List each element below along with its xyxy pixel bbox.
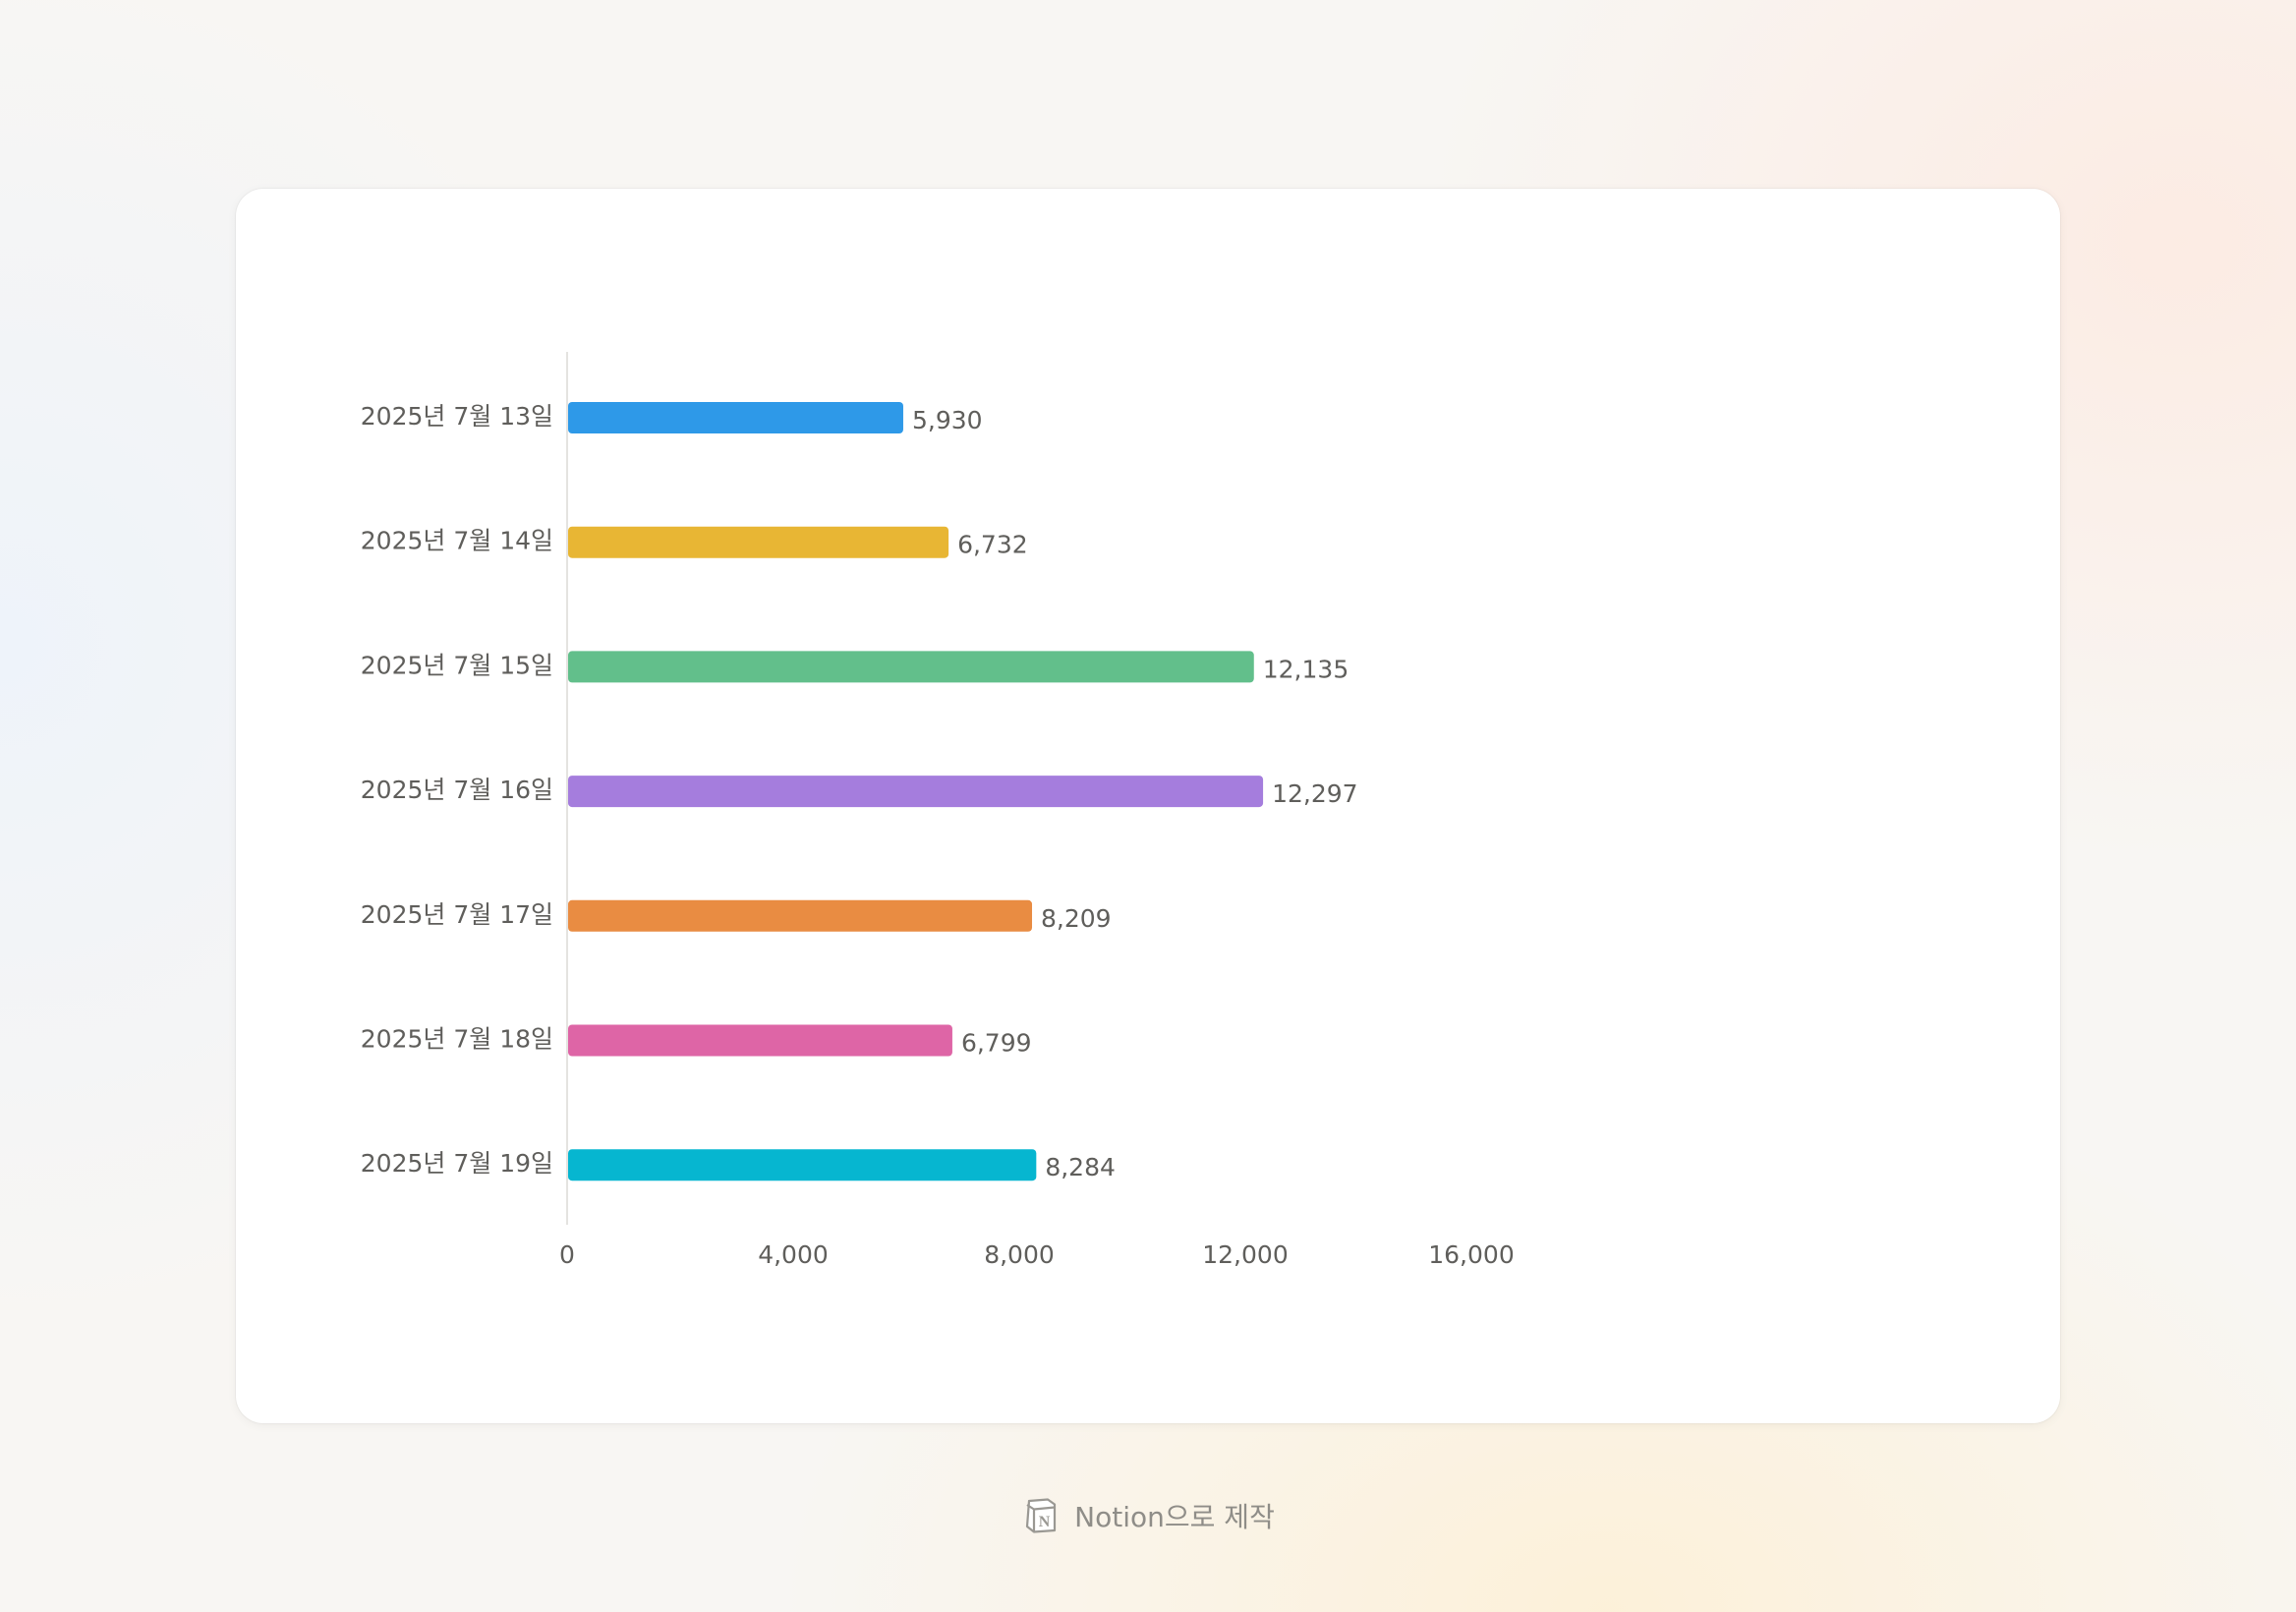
x-tick-label: 16,000 <box>1428 1240 1514 1269</box>
notion-logo-icon: N <box>1026 1498 1057 1533</box>
data-label: 8,284 <box>1045 1153 1116 1181</box>
category-label: 2025년 7월 16일 <box>361 776 553 804</box>
data-label: 6,732 <box>957 531 1028 559</box>
footer-label: Notion으로 제작 <box>1074 1501 1275 1533</box>
data-label: 6,799 <box>961 1029 1032 1058</box>
footer-credit[interactable]: N Notion으로 제작 <box>0 1494 2296 1537</box>
category-label: 2025년 7월 13일 <box>361 402 553 431</box>
chart-card: 2025년 7월 13일 5,930 2025년 7월 14일 6,732 2025년 … <box>236 189 2060 1423</box>
data-label: 5,930 <box>912 406 983 434</box>
category-label: 2025년 7월 14일 <box>361 527 553 555</box>
data-label: 8,209 <box>1041 904 1112 933</box>
svg-text:N: N <box>1039 1514 1051 1530</box>
x-tick-label: 0 <box>559 1240 575 1269</box>
bar <box>568 776 1264 808</box>
bar <box>568 899 1033 932</box>
x-tick-label: 12,000 <box>1202 1240 1288 1269</box>
data-label: 12,297 <box>1272 779 1357 808</box>
bar-chart: 2025년 7월 13일 5,930 2025년 7월 14일 6,732 2025년 … <box>361 352 1515 1269</box>
bar <box>568 1024 952 1057</box>
bar <box>568 651 1254 683</box>
bar <box>568 402 903 433</box>
data-label: 12,135 <box>1263 655 1349 683</box>
bar <box>568 526 949 558</box>
category-label: 2025년 7월 15일 <box>361 651 553 679</box>
category-label: 2025년 7월 19일 <box>361 1149 553 1178</box>
x-tick-label: 8,000 <box>984 1240 1055 1269</box>
category-label: 2025년 7월 18일 <box>361 1025 553 1054</box>
bar <box>568 1149 1037 1181</box>
category-label: 2025년 7월 17일 <box>361 900 553 929</box>
x-tick-label: 4,000 <box>758 1240 829 1269</box>
